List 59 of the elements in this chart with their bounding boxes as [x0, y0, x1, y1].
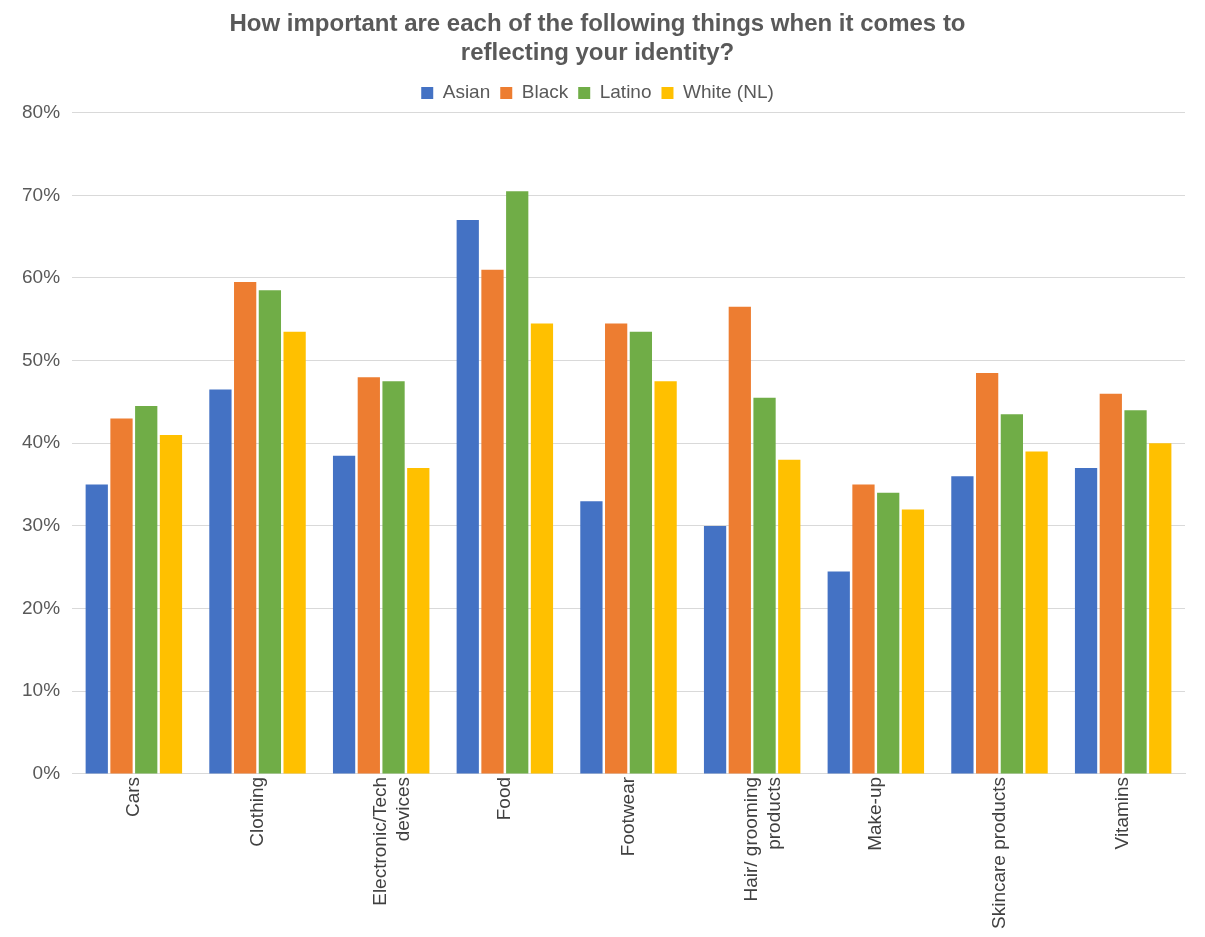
bar — [629, 331, 653, 774]
bar — [456, 220, 479, 774]
bar — [1124, 410, 1147, 774]
bar — [159, 435, 183, 774]
bar — [407, 468, 430, 774]
bar — [778, 459, 801, 774]
y-tick-label: 40% — [22, 431, 61, 453]
bar — [951, 476, 974, 774]
bar — [357, 377, 380, 774]
bar — [654, 381, 677, 774]
legend-label: Latino — [599, 81, 652, 103]
x-tick-label: Electronic/Tech devices — [369, 776, 414, 906]
bar — [234, 282, 257, 774]
bar — [827, 571, 850, 774]
legend-label: Black — [521, 81, 569, 103]
y-tick-label: 70% — [22, 183, 61, 205]
bar — [1025, 451, 1048, 774]
x-tick-label: Vitamins — [1111, 776, 1133, 850]
y-tick-label: 50% — [22, 348, 61, 370]
x-tick-label: Footwear — [616, 776, 638, 857]
y-tick-label: 20% — [22, 596, 61, 618]
bar — [703, 525, 727, 774]
bar — [283, 331, 306, 774]
bar — [1000, 414, 1023, 774]
bar — [85, 484, 108, 774]
y-tick-label: 60% — [22, 266, 61, 288]
y-tick-label: 0% — [32, 762, 61, 784]
y-tick-label: 80% — [22, 100, 61, 122]
bar — [852, 484, 875, 774]
legend-label: Asian — [442, 81, 491, 103]
legend-label: White (NL) — [682, 81, 774, 103]
bar — [135, 406, 158, 774]
bar — [530, 323, 554, 774]
x-tick-label: Food — [493, 776, 515, 821]
x-tick-label: Make-up — [864, 776, 886, 851]
bar — [382, 381, 405, 774]
bar — [332, 455, 356, 774]
y-tick-label: 30% — [22, 514, 61, 536]
bar — [901, 509, 925, 774]
bar — [976, 373, 999, 774]
x-tick-label: Hair/ grooming products — [740, 776, 785, 902]
x-tick-label: Clothing — [245, 776, 267, 847]
bar — [1149, 443, 1172, 774]
bar — [1099, 393, 1122, 774]
bar — [258, 290, 282, 774]
x-tick-label: Cars — [122, 776, 144, 818]
y-tick-label: 10% — [22, 679, 61, 701]
chart-title: How important are each of the following things when it comes to reflecting your identity? — [229, 9, 966, 65]
x-tick-label: Skincare products — [987, 776, 1009, 929]
bar — [753, 397, 776, 774]
bar — [728, 306, 751, 774]
bar — [481, 269, 504, 774]
bar — [605, 323, 628, 774]
bar — [110, 418, 133, 774]
bar — [1074, 468, 1098, 774]
bar — [209, 389, 232, 774]
bar — [877, 492, 900, 774]
bar — [506, 191, 529, 774]
bar — [580, 501, 603, 774]
